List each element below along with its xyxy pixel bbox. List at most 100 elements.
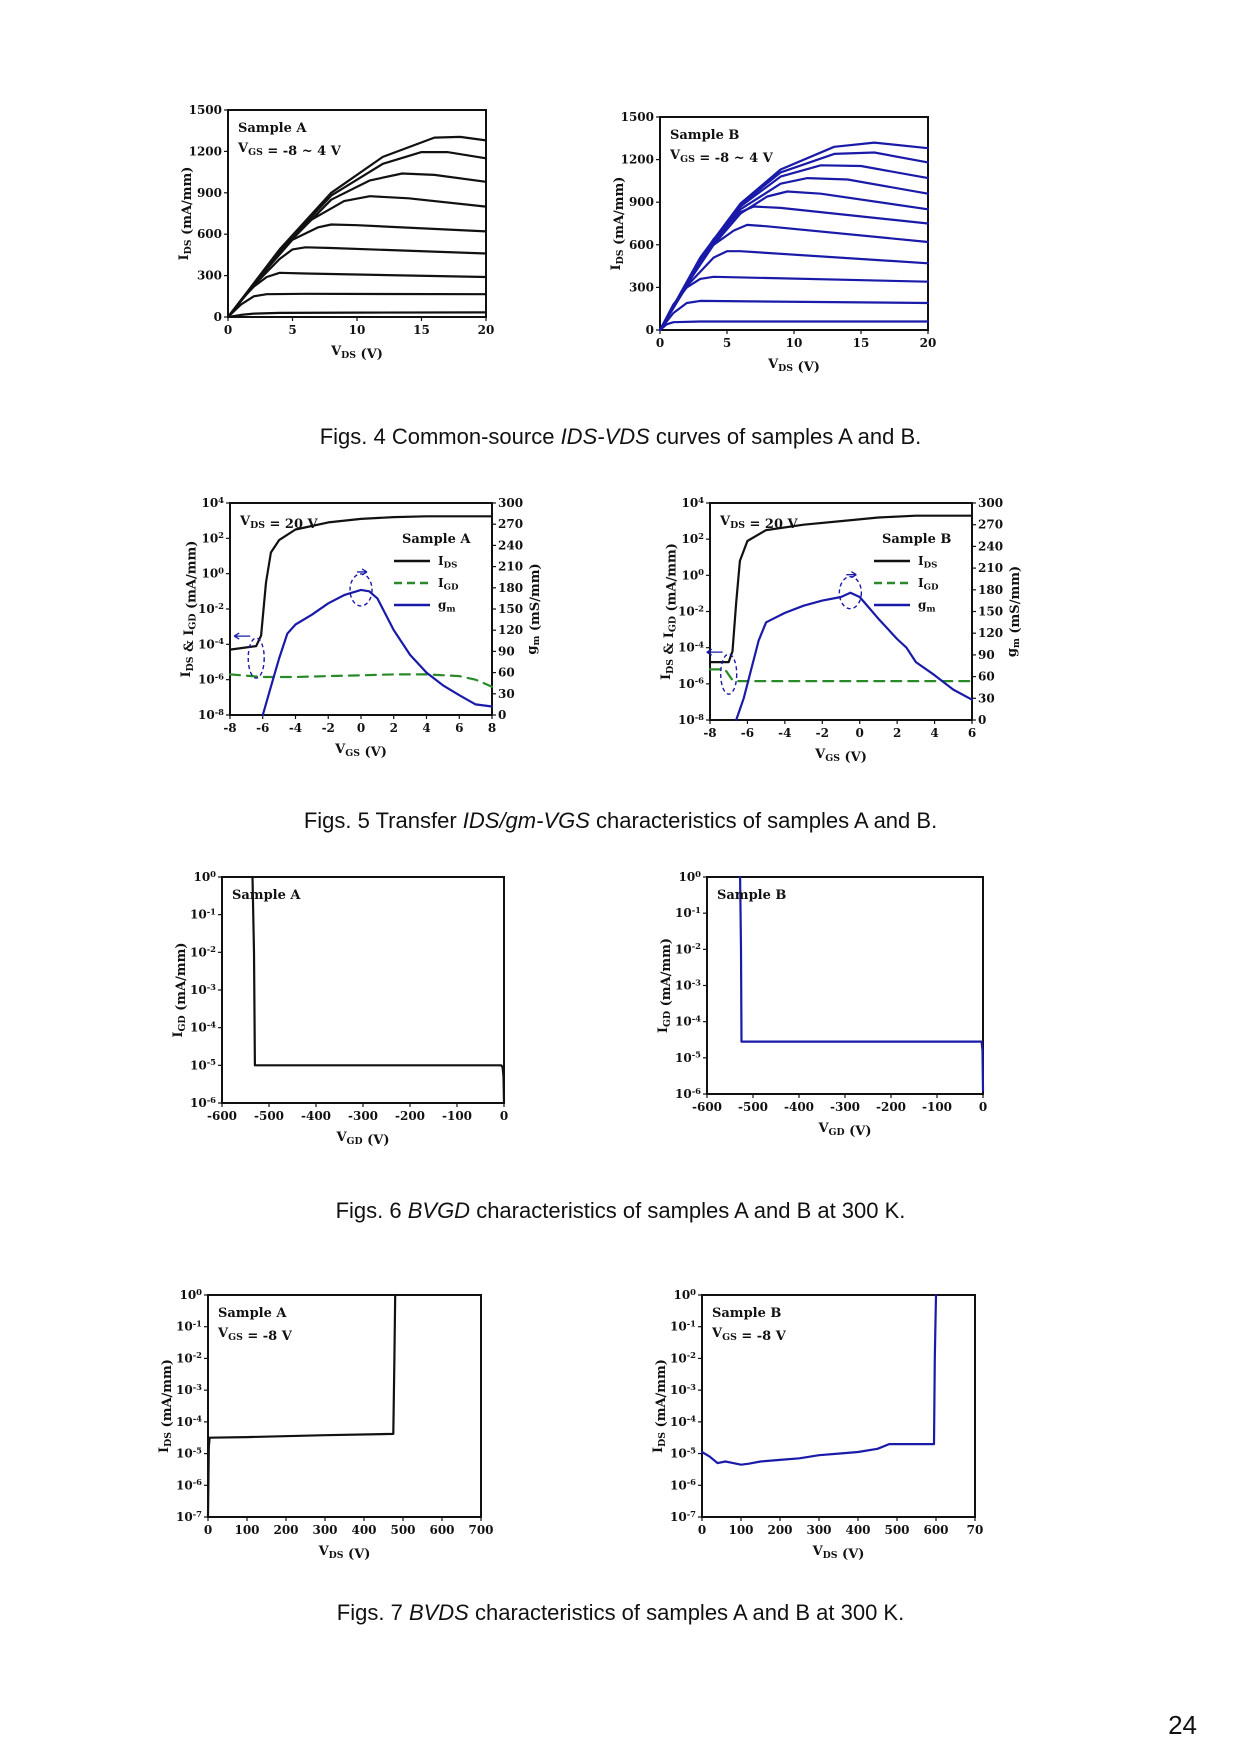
- plot-frame: [706, 876, 984, 1095]
- y-tick-label: 10-2: [190, 944, 216, 959]
- x-tick-label: 0: [698, 1523, 706, 1537]
- y-axis-title: IGD (mA/mm): [656, 938, 674, 1033]
- series-curve: [658, 320, 930, 332]
- x-axis-title: VGD (V): [817, 1121, 871, 1139]
- x-tick-label: -500: [738, 1100, 768, 1114]
- x-tick-label: 600: [429, 1523, 454, 1537]
- chart-annotation: VGS = -8 V: [217, 1326, 293, 1344]
- x-tick-label: -400: [301, 1109, 331, 1123]
- legend-label: IGD: [918, 576, 939, 593]
- y-tick-label: 100: [681, 567, 704, 582]
- right-arrow-icon: [357, 568, 368, 576]
- legend-label: IGD: [438, 576, 459, 593]
- chart-annotation: VGS = -8 ~ 4 V: [237, 141, 342, 159]
- y-tick-label: 10-4: [678, 639, 704, 654]
- y2-tick-label: 210: [978, 561, 1003, 575]
- plot-frame: [659, 116, 929, 331]
- chart-fig7b: 0 100 200 300 400 500 600 70 10-7 10-6 10-5 10-4 10-…: [651, 1280, 1075, 1605]
- x-tick-label: -8: [703, 726, 716, 740]
- y-tick-label: 10-3: [176, 1382, 202, 1397]
- x-tick-label: -300: [348, 1109, 378, 1123]
- y-tick-label: 1200: [621, 153, 654, 167]
- ellipse-marker: [247, 637, 265, 679]
- y-tick-label: 10-2: [670, 1350, 696, 1365]
- x-tick-label: -2: [322, 721, 335, 735]
- y-tick-label: 102: [201, 530, 224, 545]
- x-tick-label: 70: [967, 1523, 984, 1537]
- series-igd: [708, 668, 974, 683]
- y-tick-label: 10-3: [190, 982, 216, 997]
- y-tick-label: 10-2: [176, 1350, 202, 1365]
- y-tick-label: 10-6: [190, 1095, 216, 1110]
- y-tick-label: 0: [214, 310, 222, 324]
- chart-fig4a: 0 5 10 15 20 0 300 600 900 1200 1500 VDS (V) IDS (mA…: [170, 100, 570, 400]
- y-tick-label: 10-2: [675, 941, 701, 956]
- legend-label: IDS: [918, 554, 937, 571]
- chart-annotation: Sample A: [238, 121, 307, 136]
- y-axis-title: IGD (mA/mm): [171, 942, 189, 1037]
- legend-label: gm: [438, 598, 456, 615]
- series-gm: [261, 588, 494, 717]
- x-tick-label: 15: [413, 323, 430, 337]
- y2-tick-label: 300: [498, 496, 523, 510]
- legend-label: IDS: [438, 554, 457, 571]
- x-tick-label: 10: [349, 323, 366, 337]
- x-tick-label: -4: [289, 721, 302, 735]
- legend-label: gm: [918, 598, 936, 615]
- y-axis-title: IDS & IGD (mA/mm): [179, 541, 200, 678]
- x-axis-title: VDS (V): [318, 1544, 371, 1562]
- x-tick-label: -200: [876, 1100, 906, 1114]
- series-curve: [206, 1293, 397, 1519]
- x-tick-label: -100: [442, 1109, 472, 1123]
- x-axis-title: VDS (V): [812, 1544, 865, 1562]
- y-axis-title: IDS & IGD (mA/mm): [659, 543, 680, 680]
- y-axis-title: IDS (mA/mm): [177, 167, 195, 261]
- x-tick-label: 6: [968, 726, 976, 740]
- y-axis-title: IDS (mA/mm): [157, 1359, 175, 1453]
- x-tick-label: 2: [390, 721, 398, 735]
- ellipse-marker: [838, 575, 863, 610]
- y-tick-label: 10-2: [198, 601, 224, 616]
- x-tick-label: 300: [806, 1523, 831, 1537]
- x-tick-label: 0: [204, 1523, 212, 1537]
- x-tick-label: 5: [288, 323, 296, 337]
- y-tick-label: 10-4: [675, 1013, 701, 1028]
- x-tick-label: 500: [884, 1523, 909, 1537]
- y2-axis-title: gm (mS/mm): [525, 563, 543, 654]
- y-tick-label: 10-6: [670, 1477, 696, 1492]
- x-tick-label: 2: [893, 726, 901, 740]
- chart-fig5b: -8 -6 -4 -2 0 2 4 6 10-8 10-6 10-4 10-2 100 102 104 0 30…: [659, 495, 1100, 800]
- page-number: 24: [1168, 1710, 1197, 1740]
- y-tick-label: 100: [201, 565, 224, 580]
- figure-7-caption: Figs. 7 BVDS characteristics of samples …: [336, 1600, 905, 1625]
- series-gm: [735, 591, 974, 722]
- y-tick-label: 1500: [621, 110, 654, 124]
- x-tick-label: -6: [741, 726, 754, 740]
- chart-annotation: VDS = 20 V: [239, 514, 319, 532]
- x-tick-label: 0: [856, 726, 864, 740]
- y2-tick-label: 30: [498, 687, 515, 701]
- x-tick-label: 6: [455, 721, 463, 735]
- y-tick-label: 104: [681, 495, 704, 510]
- x-axis-title: VGS (V): [814, 747, 867, 765]
- x-tick-label: 700: [468, 1523, 493, 1537]
- y-tick-label: 10-5: [675, 1050, 701, 1065]
- plot-frame: [207, 1294, 482, 1518]
- x-tick-label: -300: [830, 1100, 860, 1114]
- y-tick-label: 10-3: [670, 1382, 696, 1397]
- x-tick-label: 400: [845, 1523, 870, 1537]
- x-tick-label: -8: [223, 721, 236, 735]
- chart-fig5a: -8 -6 -4 -2 0 2 4 6 8 10-8 10-6 10-4 10-2 100 102 104 0 3…: [179, 495, 620, 795]
- chart-annotation: Sample B: [717, 888, 786, 903]
- y-tick-label: 10-5: [190, 1057, 216, 1072]
- series-curve: [226, 223, 488, 319]
- x-tick-label: 500: [390, 1523, 415, 1537]
- x-tick-label: 0: [979, 1100, 987, 1114]
- x-tick-label: 20: [478, 323, 495, 337]
- x-tick-label: -600: [692, 1100, 722, 1114]
- y2-tick-label: 90: [978, 648, 995, 662]
- series-curve: [658, 205, 930, 332]
- chart-annotation: VDS = 20 V: [719, 514, 799, 532]
- y-tick-label: 100: [678, 869, 701, 884]
- y-tick-label: 900: [197, 186, 222, 200]
